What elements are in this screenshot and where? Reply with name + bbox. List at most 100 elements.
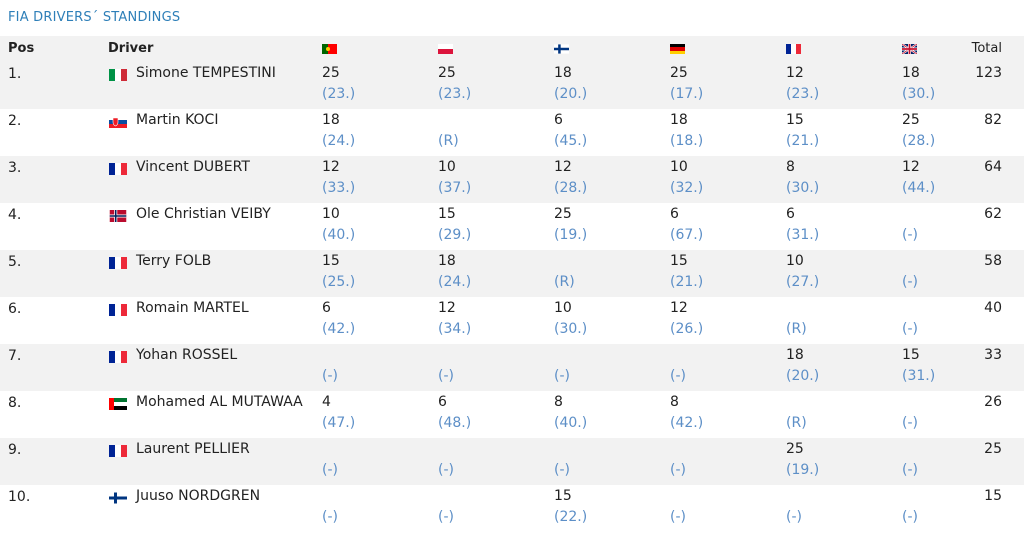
event-points: 4 — [322, 394, 331, 410]
event-place: (20.) — [786, 368, 820, 384]
event-place: (-) — [902, 321, 918, 337]
event-points: 15 — [902, 347, 920, 363]
table-row: 10. Juuso NORDGREN (-) (-) 15 (22.) (-) (-) (-) 1… — [0, 485, 1024, 532]
germany-flag-icon — [670, 44, 685, 54]
event-place: (44.) — [902, 180, 936, 196]
event-points: 18 — [786, 347, 804, 363]
event-place: (17.) — [670, 86, 704, 102]
event-place: (-) — [322, 509, 338, 525]
event-place: (R) — [554, 274, 575, 290]
header-total: Total — [971, 41, 1002, 56]
header-pos: Pos — [8, 41, 35, 56]
event-place: (25.) — [322, 274, 356, 290]
event-place: (48.) — [438, 415, 472, 431]
france-flag-icon — [109, 445, 127, 457]
finland-flag-icon — [554, 44, 569, 54]
event-points: 12 — [438, 300, 456, 316]
header-driver: Driver — [108, 41, 154, 56]
total-points: 123 — [975, 65, 1002, 81]
total-points: 64 — [984, 159, 1002, 175]
driver-name: Yohan ROSSEL — [136, 347, 238, 363]
event-points: 6 — [786, 206, 795, 222]
event-points: 6 — [670, 206, 679, 222]
event-points: 18 — [438, 253, 456, 269]
driver-name: Martin KOCI — [136, 112, 219, 128]
table-row: 4. Ole Christian VEIBY 10 (40.) 15 (29.) 25 (19… — [0, 203, 1024, 250]
event-place: (19.) — [554, 227, 588, 243]
event-place: (-) — [902, 274, 918, 290]
position: 4. — [8, 207, 22, 223]
total-points: 15 — [984, 488, 1002, 504]
driver-name: Romain MARTEL — [136, 300, 249, 316]
event-place: (29.) — [438, 227, 472, 243]
event-points: 12 — [786, 65, 804, 81]
event-place: (23.) — [322, 86, 356, 102]
event-points: 18 — [322, 112, 340, 128]
total-points: 82 — [984, 112, 1002, 128]
italy-flag-icon — [109, 69, 127, 81]
event-place: (24.) — [322, 133, 356, 149]
event-place: (23.) — [786, 86, 820, 102]
france-flag-icon — [786, 44, 801, 54]
event-points: 6 — [438, 394, 447, 410]
position: 7. — [8, 348, 22, 364]
event-points: 12 — [670, 300, 688, 316]
france-flag-icon — [109, 257, 127, 269]
event-place: (R) — [438, 133, 459, 149]
event-place: (R) — [786, 321, 807, 337]
event-points: 25 — [786, 441, 804, 457]
total-points: 25 — [984, 441, 1002, 457]
total-points: 33 — [984, 347, 1002, 363]
event-place: (-) — [554, 462, 570, 478]
table-header: Pos Driver Total — [0, 36, 1024, 62]
event-place: (30.) — [554, 321, 588, 337]
event-points: 15 — [554, 488, 572, 504]
event-points: 10 — [322, 206, 340, 222]
event-place: (28.) — [902, 133, 936, 149]
event-place: (26.) — [670, 321, 704, 337]
event-points: 25 — [322, 65, 340, 81]
event-points: 12 — [902, 159, 920, 175]
slovakia-flag-icon — [109, 116, 127, 128]
event-points: 18 — [902, 65, 920, 81]
event-place: (19.) — [786, 462, 820, 478]
event-points: 18 — [554, 65, 572, 81]
event-points: 8 — [554, 394, 563, 410]
position: 5. — [8, 254, 22, 270]
event-place: (-) — [322, 368, 338, 384]
driver-name: Ole Christian VEIBY — [136, 206, 271, 222]
event-points: 10 — [786, 253, 804, 269]
standings-table: Pos Driver Total 1. Simone TEMPESTINI 25 (2… — [0, 36, 1024, 532]
event-points: 6 — [322, 300, 331, 316]
france-flag-icon — [109, 351, 127, 363]
event-points: 6 — [554, 112, 563, 128]
table-row: 1. Simone TEMPESTINI 25 (23.) 25 (23.) 18 (20.)… — [0, 62, 1024, 109]
norway-flag-icon — [109, 210, 127, 222]
event-points: 10 — [438, 159, 456, 175]
table-row: 2. Martin KOCI 18 (24.) (R) 6 (45.) 18 (18.) 15 (2… — [0, 109, 1024, 156]
event-points: 8 — [670, 394, 679, 410]
event-place: (-) — [438, 462, 454, 478]
total-points: 26 — [984, 394, 1002, 410]
event-points: 25 — [554, 206, 572, 222]
event-place: (45.) — [554, 133, 588, 149]
event-place: (30.) — [786, 180, 820, 196]
event-place: (24.) — [438, 274, 472, 290]
event-place: (37.) — [438, 180, 472, 196]
uae-flag-icon — [109, 398, 127, 410]
event-points: 10 — [554, 300, 572, 316]
event-points: 10 — [670, 159, 688, 175]
event-place: (18.) — [670, 133, 704, 149]
event-place: (-) — [322, 462, 338, 478]
event-place: (-) — [902, 509, 918, 525]
event-place: (-) — [438, 368, 454, 384]
event-place: (40.) — [554, 415, 588, 431]
event-place: (-) — [554, 368, 570, 384]
driver-name: Mohamed AL MUTAWAA — [136, 394, 303, 410]
event-place: (32.) — [670, 180, 704, 196]
france-flag-icon — [109, 304, 127, 316]
event-place: (67.) — [670, 227, 704, 243]
driver-name: Vincent DUBERT — [136, 159, 250, 175]
table-row: 3. Vincent DUBERT 12 (33.) 10 (37.) 12 (28.) 10 (… — [0, 156, 1024, 203]
event-points: 15 — [322, 253, 340, 269]
